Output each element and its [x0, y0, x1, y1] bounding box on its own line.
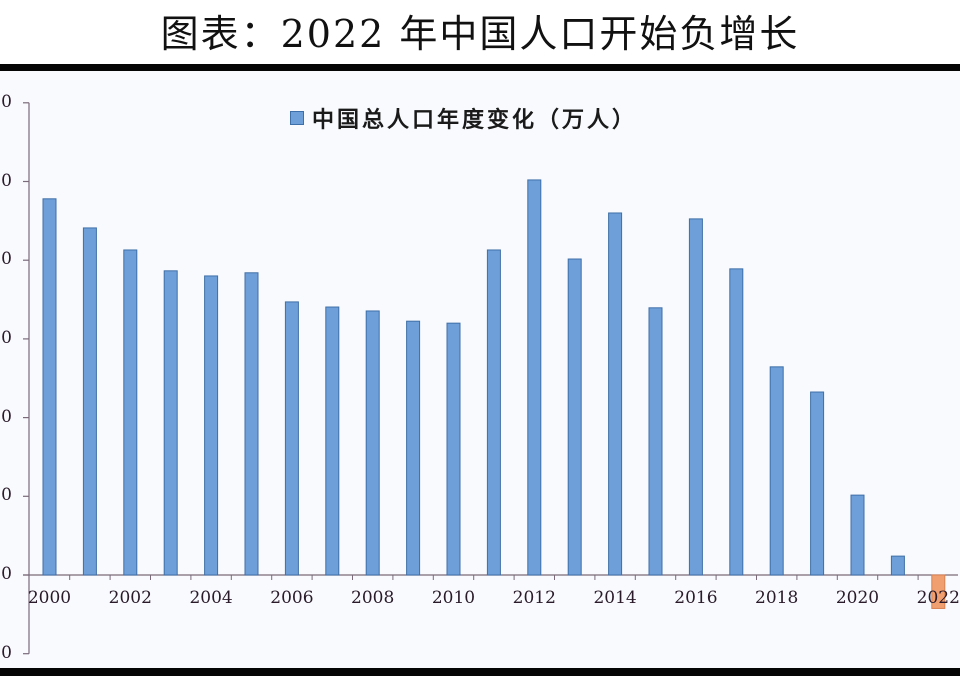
x-tick-label: 2014 — [593, 588, 637, 608]
bar-2015 — [648, 307, 663, 576]
plot-area — [0, 71, 960, 668]
top-divider — [0, 64, 960, 71]
y-tick-label: 0 — [1, 327, 12, 348]
y-tick-label: 0 — [1, 642, 12, 663]
x-tick-label: 2010 — [431, 588, 476, 608]
legend-swatch-icon — [290, 111, 304, 125]
bar-2014 — [608, 212, 623, 576]
bar-2010 — [446, 322, 461, 576]
bar-2013 — [567, 258, 582, 576]
x-tick-label: 2018 — [755, 588, 799, 608]
bar-2007 — [325, 306, 340, 576]
x-tick-label: 2000 — [27, 588, 72, 608]
y-tick-label: 0 — [1, 564, 12, 584]
x-tick-label: 2006 — [270, 588, 314, 608]
chart-title: 图表：2022 年中国人口开始负增长 — [160, 12, 800, 56]
bottom-divider — [0, 668, 960, 676]
bar-2022 — [931, 574, 946, 609]
bar-2002 — [123, 249, 138, 576]
x-tick-label: 2008 — [351, 588, 395, 608]
x-tick-label: 2002 — [108, 588, 152, 608]
x-tick-label: 2022 — [916, 588, 960, 608]
bar-2021 — [890, 555, 905, 576]
bar-2011 — [486, 249, 501, 576]
y-tick-label: 0 — [1, 170, 12, 191]
y-tick-label: 0 — [1, 91, 12, 112]
bar-2009 — [406, 320, 421, 576]
x-tick-label: 2004 — [189, 588, 233, 608]
bar-2018 — [769, 366, 784, 576]
legend-label: 中国总人口年度变化（万人） — [312, 108, 638, 133]
x-tick-label: 2016 — [674, 588, 718, 608]
bar-2005 — [244, 272, 259, 576]
legend: 中国总人口年度变化（万人） — [290, 104, 638, 133]
bar-2001 — [82, 227, 97, 576]
bar-2000 — [42, 198, 57, 576]
bar-2004 — [204, 275, 219, 576]
y-tick-label: 0 — [1, 249, 12, 270]
x-tick-label: 2020 — [835, 588, 880, 608]
bar-2020 — [850, 494, 865, 576]
x-tick-label: 2012 — [512, 588, 556, 608]
bar-2008 — [365, 310, 380, 576]
y-tick-label: 0 — [1, 485, 12, 506]
bar-2003 — [163, 270, 178, 576]
bar-2016 — [688, 218, 703, 576]
bar-2006 — [284, 301, 299, 576]
bar-2017 — [729, 268, 744, 576]
y-tick-label: 0 — [1, 406, 12, 427]
bar-2012 — [527, 179, 542, 576]
bar-2019 — [810, 391, 825, 576]
